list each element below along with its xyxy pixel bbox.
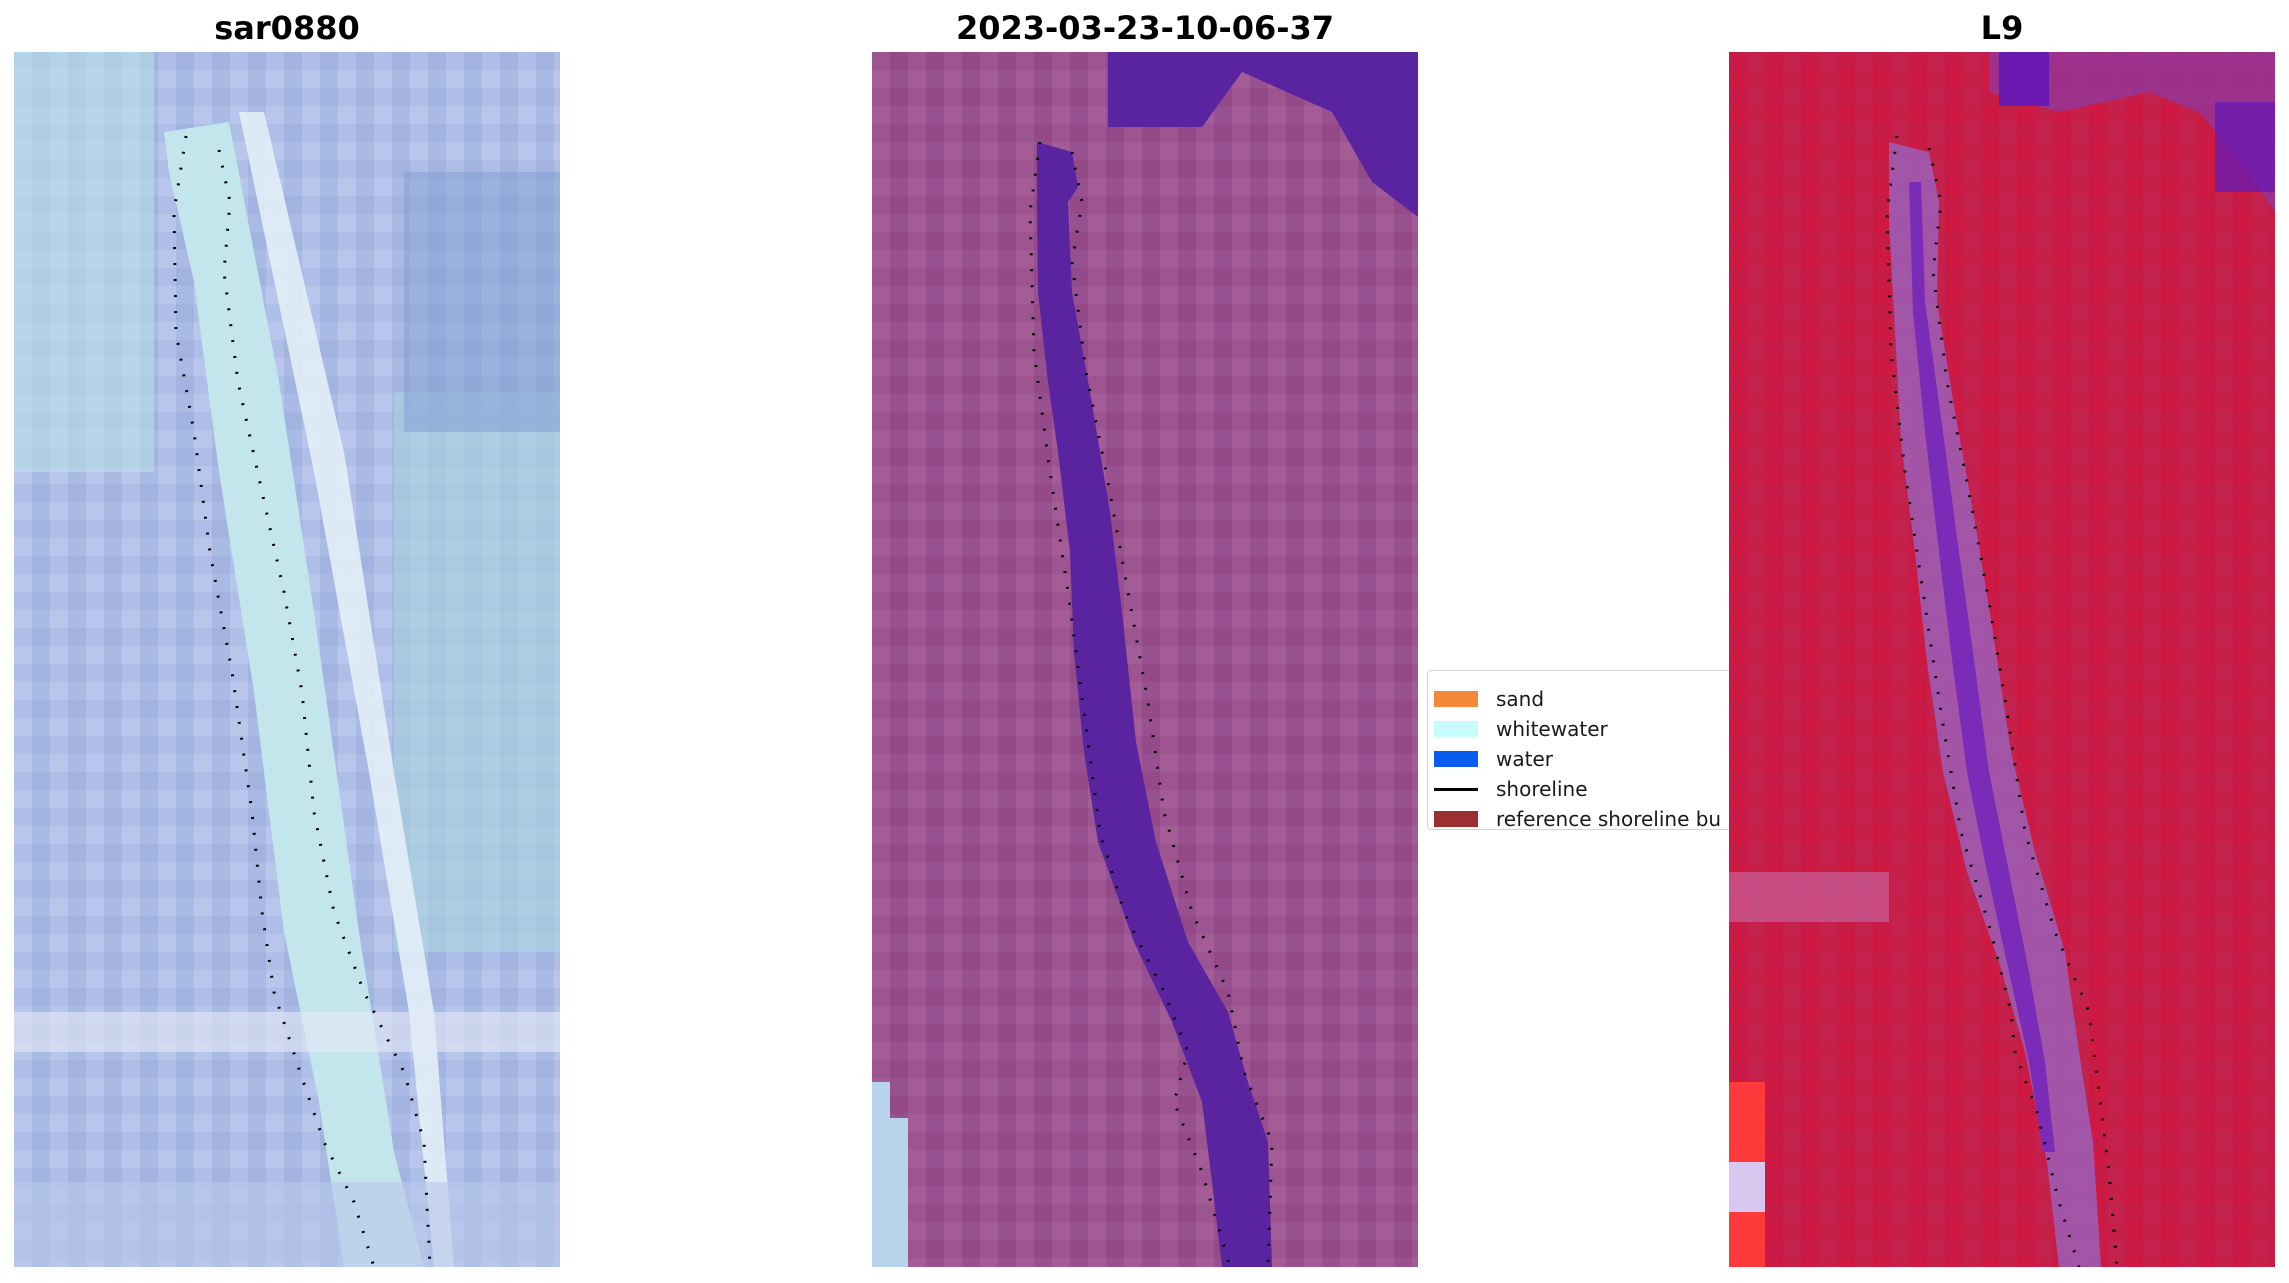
classified-image xyxy=(872,52,1418,1267)
legend-item-whitewater: whitewater xyxy=(1434,715,1729,743)
legend-item-sand: sand xyxy=(1434,685,1729,713)
rgb-image xyxy=(14,52,560,1267)
legend-item-water: water xyxy=(1434,745,1729,773)
legend: sand whitewater water shoreline referenc… xyxy=(1427,670,1729,830)
legend-item-reference-shoreline: reference shoreline bu xyxy=(1434,805,1729,830)
classified-image-panel xyxy=(872,52,1418,1267)
index-image-panel xyxy=(1729,52,2275,1267)
shoreline-line-icon xyxy=(1434,787,1478,791)
sand-swatch-icon xyxy=(1434,691,1478,707)
legend-label: whitewater xyxy=(1496,717,1608,741)
legend-item-shoreline: shoreline xyxy=(1434,775,1729,803)
legend-label: water xyxy=(1496,747,1553,771)
legend-label: shoreline xyxy=(1496,777,1588,801)
rgb-image-panel xyxy=(14,52,560,1267)
panel-title-l9: L9 xyxy=(1980,9,2024,47)
legend-label: reference shoreline bu xyxy=(1496,807,1722,830)
whitewater-swatch-icon xyxy=(1434,721,1478,737)
panel-title-sar0880: sar0880 xyxy=(214,9,360,47)
panel-title-date: 2023-03-23-10-06-37 xyxy=(955,9,1335,47)
index-image xyxy=(1729,52,2275,1267)
water-swatch-icon xyxy=(1434,751,1478,767)
reference-shoreline-swatch-icon xyxy=(1434,811,1478,827)
detected-shoreline xyxy=(1885,135,2081,1267)
legend-label: sand xyxy=(1496,687,1545,711)
